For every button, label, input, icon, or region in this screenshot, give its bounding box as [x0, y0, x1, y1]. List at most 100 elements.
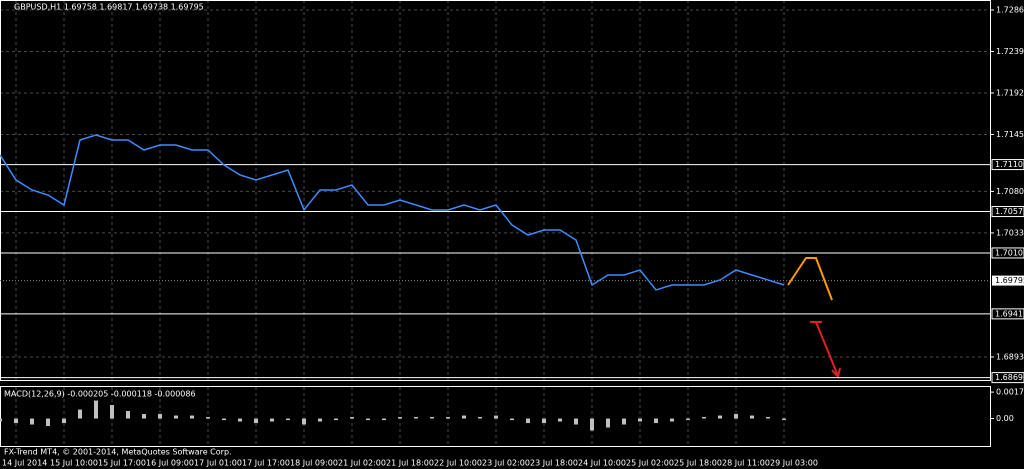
- macd-bar: [158, 414, 162, 419]
- macd-bar: [222, 418, 226, 421]
- level-label-box: [991, 372, 1024, 384]
- macd-bar: [734, 414, 738, 419]
- macd-bar: [494, 415, 498, 419]
- footer: FX-Trend MT4, © 2001-2014, MetaQuotes So…: [4, 448, 232, 457]
- level-label: 1.69418: [995, 309, 1024, 318]
- macd-bar: [62, 418, 66, 424]
- x-tick-label: 23 Jul 18:00: [530, 459, 578, 468]
- x-tick-label: 25 Jul 02:00: [626, 459, 674, 468]
- chart-title: GBPUSD,H1 1.69758 1.69817 1.69738 1.6979…: [14, 3, 204, 12]
- macd-bar: [0, 418, 2, 422]
- y-tick-label: 1.72390: [996, 47, 1024, 56]
- x-tick-label: 21 Jul 18:00: [386, 459, 434, 468]
- macd-bar: [638, 418, 642, 422]
- macd-bar: [350, 417, 354, 419]
- macd-bar: [46, 418, 50, 427]
- level-label-box: [991, 308, 1024, 320]
- x-tick-label: 25 Jul 18:00: [674, 459, 722, 468]
- macd-bar: [254, 418, 258, 424]
- macd-bar: [382, 418, 386, 421]
- price-line: [0, 134, 785, 291]
- macd-bar: [270, 418, 274, 422]
- current-price-box: [992, 275, 1024, 286]
- level-label: 1.68696: [995, 373, 1024, 382]
- macd-bar: [782, 418, 786, 421]
- x-tick-label: 18 Jul 09:00: [290, 459, 338, 468]
- macd-bar: [414, 417, 418, 419]
- macd-bar: [126, 411, 130, 419]
- price-frame: [0, 0, 991, 381]
- x-tick-label: 17 Jul 17:00: [242, 459, 290, 468]
- macd-bar: [622, 418, 626, 425]
- macd-bar: [286, 418, 290, 421]
- y-tick-label: 1.71920: [996, 88, 1024, 97]
- macd-y-tick-label: 0.00: [996, 414, 1014, 423]
- macd-bar: [478, 417, 482, 419]
- level-label: 1.70577: [995, 207, 1024, 216]
- y-tick-label: 1.72860: [996, 5, 1024, 14]
- x-tick-label: 14 Jul 2014: [2, 459, 47, 468]
- macd-bar: [334, 418, 338, 421]
- x-tick-label: 16 Jul 09:00: [146, 459, 194, 468]
- macd-bar: [174, 415, 178, 419]
- grid: [0, 0, 990, 446]
- x-tick-label: 28 Jul 11:00: [722, 459, 770, 468]
- projection-zigzag: [787, 257, 833, 301]
- macd-bar: [318, 418, 322, 422]
- macd-bar: [30, 418, 34, 425]
- macd-bar: [750, 415, 754, 419]
- macd-bar: [446, 417, 450, 419]
- macd-bar: [526, 418, 530, 424]
- current-price-label: 1.69795: [995, 276, 1024, 285]
- level-label: 1.70108: [995, 248, 1024, 257]
- macd-bar: [366, 418, 370, 421]
- macd-bar: [590, 418, 594, 431]
- macd-title: MACD(12,26,9) -0.000205 -0.000118 -0.000…: [4, 390, 196, 399]
- macd-bar: [558, 418, 562, 422]
- macd-bar: [654, 418, 658, 424]
- level-label: 1.71109: [995, 160, 1024, 169]
- level-label-box: [991, 247, 1024, 259]
- macd-bar: [110, 405, 114, 419]
- x-tick-label: 29 Jul 03:00: [770, 459, 818, 468]
- macd-bar: [142, 414, 146, 419]
- x-tick-label: 15 Jul 17:00: [98, 459, 146, 468]
- macd-bar: [206, 417, 210, 419]
- arrow: [815, 321, 839, 377]
- macd-bar: [94, 400, 98, 419]
- macd-bar: [238, 418, 242, 422]
- x-tick-label: 22 Jul 10:00: [434, 459, 482, 468]
- macd-bar: [542, 418, 546, 424]
- macd-bar: [574, 418, 578, 425]
- arrow-head: [831, 367, 841, 380]
- macd-bar: [718, 415, 722, 419]
- macd-bar: [766, 417, 770, 419]
- y-tick-label: 1.68930: [996, 352, 1024, 361]
- macd-bar: [398, 417, 402, 419]
- macd-bar: [510, 418, 514, 421]
- macd-frame: [0, 386, 991, 447]
- macd-bar: [670, 418, 674, 422]
- x-tick-label: 17 Jul 01:00: [194, 459, 242, 468]
- macd-bar: [686, 418, 690, 421]
- level-label-box: [991, 159, 1024, 171]
- macd-bar: [430, 417, 434, 419]
- y-tick-label: 1.70805: [996, 187, 1024, 196]
- x-tick-label: 23 Jul 02:00: [482, 459, 530, 468]
- macd-bar: [302, 418, 306, 425]
- x-tick-label: 24 Jul 10:00: [578, 459, 626, 468]
- level-label-box: [991, 206, 1024, 218]
- x-tick-label: 21 Jul 02:00: [338, 459, 386, 468]
- macd-y-tick-label: 0.001766: [996, 388, 1024, 397]
- macd-bar: [606, 418, 610, 428]
- macd-bar: [14, 418, 18, 424]
- macd-bar: [190, 415, 194, 419]
- macd-bar: [78, 409, 82, 419]
- x-tick-label: 15 Jul 10:00: [50, 459, 98, 468]
- macd-bar: [702, 417, 706, 419]
- macd-bar: [462, 415, 466, 419]
- y-tick-label: 1.71450: [996, 130, 1024, 139]
- y-tick-label: 1.70335: [996, 228, 1024, 237]
